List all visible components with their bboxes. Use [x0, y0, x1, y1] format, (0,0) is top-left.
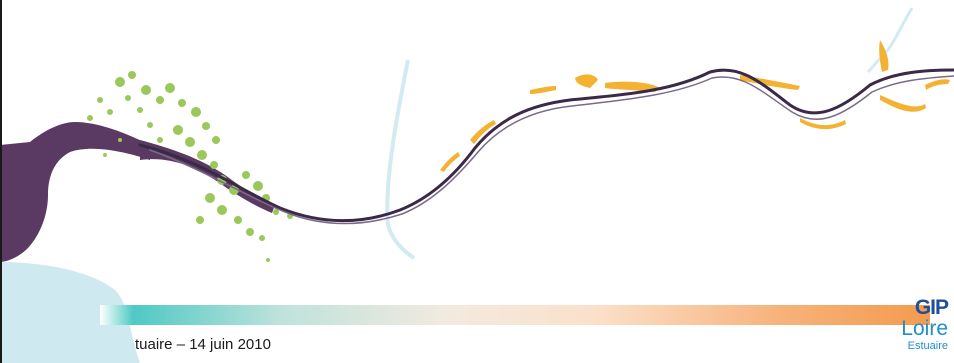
footer-date-text: tuaire – 14 juin 2010 — [135, 336, 271, 353]
footer-gradient-band — [100, 305, 930, 325]
gip-loire-estuaire-logo: GIP Loire Estuaire — [890, 296, 949, 358]
sea-area — [0, 262, 140, 363]
logo-gip: GIP — [914, 296, 949, 319]
logo-loire: Loire — [901, 317, 948, 340]
estuary-mouth — [0, 122, 150, 262]
logo-estuaire: Estuaire — [907, 340, 948, 352]
river-lines — [138, 68, 954, 225]
estuary-channel — [140, 140, 275, 213]
slide-frame-left — [0, 0, 2, 363]
tributary-east — [866, 7, 914, 74]
tributary-north — [385, 59, 416, 260]
wetland-patches — [440, 40, 950, 172]
